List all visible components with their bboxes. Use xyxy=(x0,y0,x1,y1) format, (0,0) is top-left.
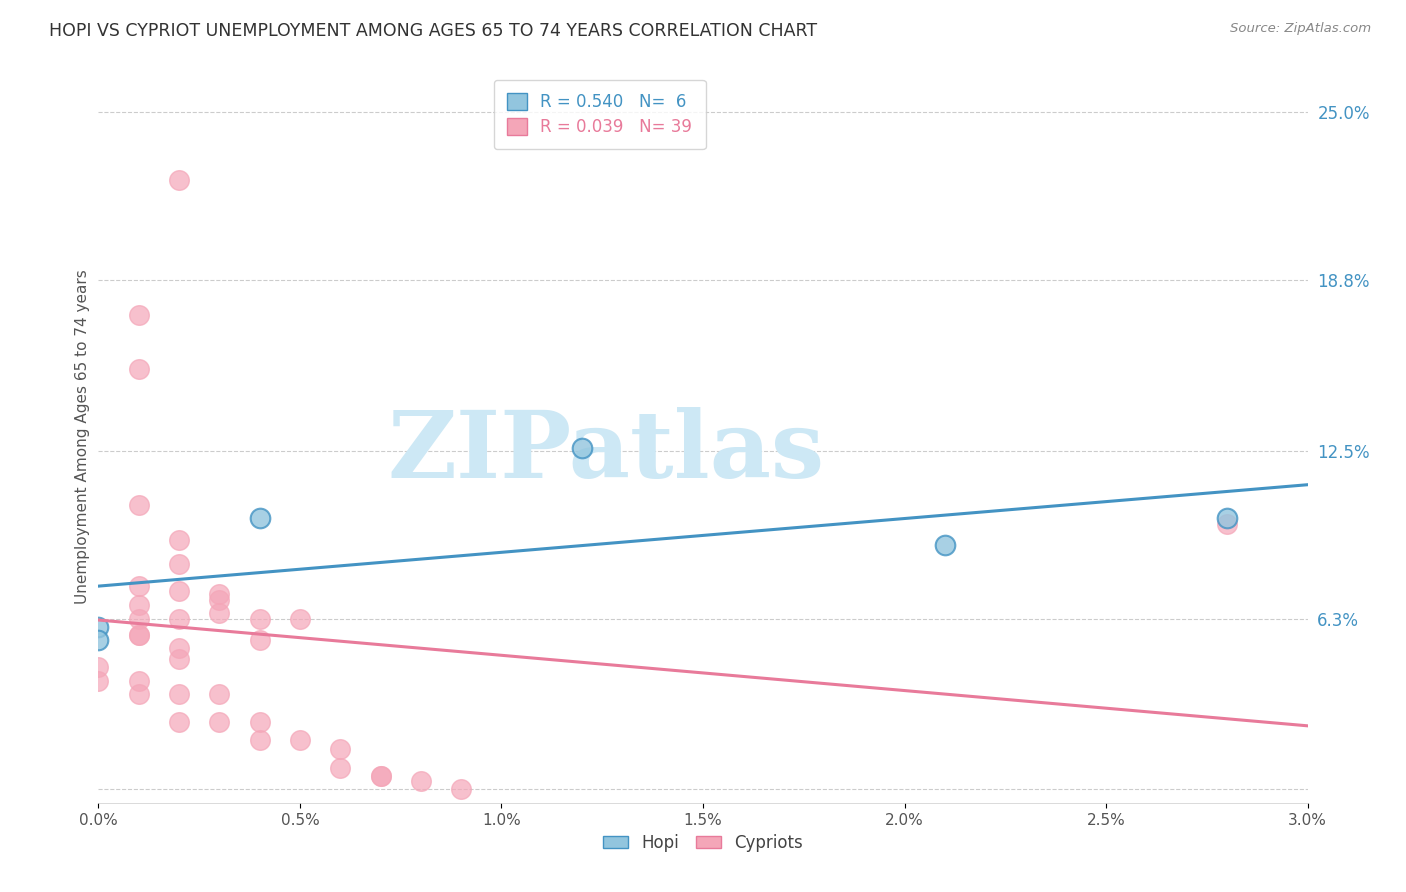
Point xyxy=(409,774,432,789)
Point xyxy=(208,714,231,729)
Point xyxy=(167,558,190,572)
Point xyxy=(288,611,311,625)
Point xyxy=(87,660,110,674)
Point xyxy=(370,769,392,783)
Point xyxy=(249,511,271,525)
Point xyxy=(329,741,352,756)
Text: ZIPatlas: ZIPatlas xyxy=(388,407,825,497)
Point xyxy=(128,628,150,642)
Point xyxy=(208,606,231,620)
Point xyxy=(1216,511,1239,525)
Point xyxy=(128,308,150,322)
Point xyxy=(167,611,190,625)
Point xyxy=(167,714,190,729)
Point xyxy=(571,441,593,455)
Point xyxy=(167,652,190,666)
Point xyxy=(128,598,150,612)
Point xyxy=(167,641,190,656)
Point xyxy=(288,733,311,747)
Point xyxy=(370,769,392,783)
Point xyxy=(329,761,352,775)
Y-axis label: Unemployment Among Ages 65 to 74 years: Unemployment Among Ages 65 to 74 years xyxy=(75,269,90,605)
Point xyxy=(208,592,231,607)
Point xyxy=(934,538,956,552)
Point xyxy=(87,673,110,688)
Point xyxy=(128,673,150,688)
Point xyxy=(128,611,150,625)
Point xyxy=(167,172,190,186)
Point xyxy=(87,633,110,648)
Point xyxy=(128,498,150,512)
Point xyxy=(249,714,271,729)
Point xyxy=(128,628,150,642)
Point xyxy=(87,620,110,634)
Point xyxy=(128,579,150,593)
Point xyxy=(208,587,231,601)
Point xyxy=(249,611,271,625)
Point xyxy=(128,688,150,702)
Legend: Hopi, Cypriots: Hopi, Cypriots xyxy=(595,826,811,860)
Text: Source: ZipAtlas.com: Source: ZipAtlas.com xyxy=(1230,22,1371,36)
Point xyxy=(167,533,190,547)
Point xyxy=(167,584,190,599)
Text: HOPI VS CYPRIOT UNEMPLOYMENT AMONG AGES 65 TO 74 YEARS CORRELATION CHART: HOPI VS CYPRIOT UNEMPLOYMENT AMONG AGES … xyxy=(49,22,817,40)
Point xyxy=(249,633,271,648)
Point xyxy=(249,733,271,747)
Point xyxy=(128,362,150,376)
Point xyxy=(167,688,190,702)
Point xyxy=(208,688,231,702)
Point xyxy=(450,782,472,797)
Point xyxy=(1216,516,1239,531)
